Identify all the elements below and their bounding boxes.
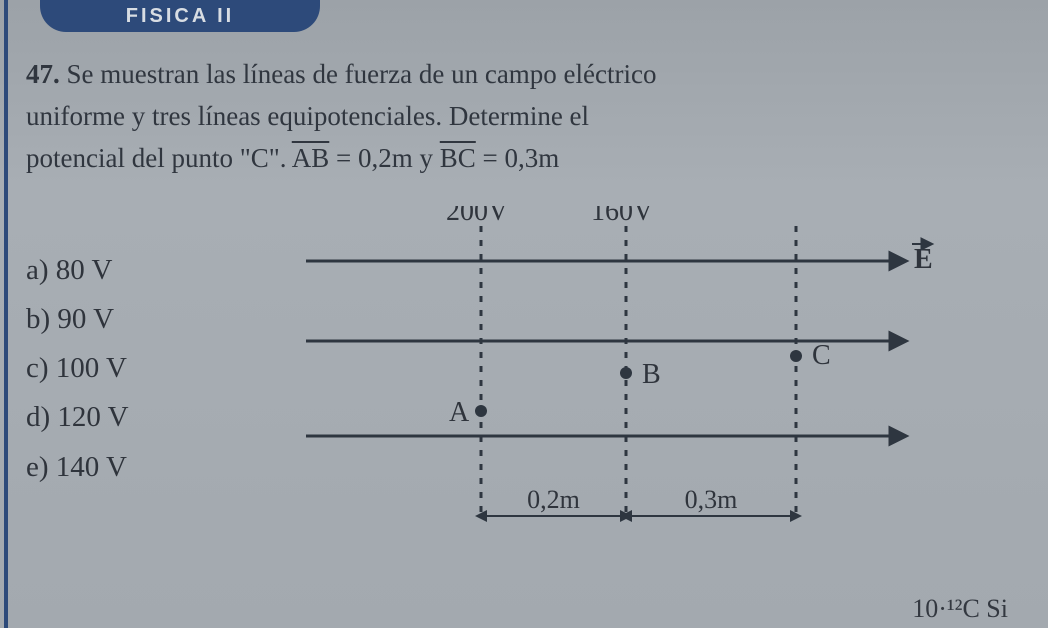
segment-bc-val: = 0,3m xyxy=(483,143,560,173)
svg-text:B: B xyxy=(642,359,661,390)
field-diagram: 200V 160V A B C E 0,2m 0,3m xyxy=(266,206,1022,546)
diagram-svg: 200V 160V A B C E 0,2m 0,3m xyxy=(266,206,966,546)
option-d: d) 120 V xyxy=(26,393,266,442)
svg-text:E: E xyxy=(914,244,933,275)
footer-fragment: 10·¹²C Si xyxy=(912,594,1008,624)
svg-text:200V: 200V xyxy=(446,206,508,227)
option-c: c) 100 V xyxy=(26,344,266,393)
svg-text:160V: 160V xyxy=(591,206,653,227)
left-border xyxy=(4,0,8,628)
option-e: e) 140 V xyxy=(26,443,266,492)
content-row: a) 80 V b) 90 V c) 100 V d) 120 V e) 140… xyxy=(26,206,1022,546)
segment-ab: AB xyxy=(292,143,330,173)
option-b: b) 90 V xyxy=(26,295,266,344)
problem-statement: 47. Se muestran las líneas de fuerza de … xyxy=(26,54,1006,180)
svg-text:0,3m: 0,3m xyxy=(685,485,738,514)
header-title: FISICA II xyxy=(126,5,234,28)
footer-text: 10·¹²C Si xyxy=(912,594,1008,623)
page: FISICA II 47. Se muestran las líneas de … xyxy=(0,0,1048,628)
problem-line2: uniforme y tres líneas equipotenciales. … xyxy=(26,101,589,131)
svg-text:0,2m: 0,2m xyxy=(527,485,580,514)
segment-ab-val: = 0,2m y xyxy=(336,143,440,173)
problem-line1: Se muestran las líneas de fuerza de un c… xyxy=(67,59,657,89)
problem-line3a: potencial del punto "C". xyxy=(26,143,292,173)
svg-text:A: A xyxy=(449,397,470,428)
segment-bc: BC xyxy=(440,143,476,173)
svg-text:C: C xyxy=(812,340,831,371)
answer-options: a) 80 V b) 90 V c) 100 V d) 120 V e) 140… xyxy=(26,246,266,492)
option-a: a) 80 V xyxy=(26,246,266,295)
problem-number: 47. xyxy=(26,59,60,89)
book-header: FISICA II xyxy=(40,0,320,32)
